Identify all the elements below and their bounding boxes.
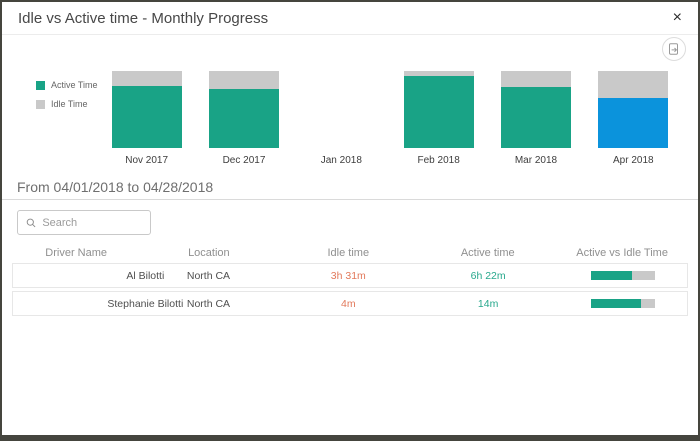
active-segment [500,87,571,148]
legend-item-active-time[interactable]: Active Time [36,80,98,90]
progress-fill [590,299,641,308]
progress-fill [590,271,632,280]
table-row[interactable]: Al Bilotti North CA 3h 31m 6h 22m [12,263,688,288]
month-label-feb-2018: Feb 2018 [417,155,460,166]
chart-slots: Nov 2017 Dec 2017 Jan 2018 Feb 2018 Mar 2018… [98,71,682,166]
dialog-title: Idle vs Active time - Monthly Progress [18,9,269,27]
bar-mar-2018[interactable] [500,71,571,148]
bar-nov-2017[interactable] [111,71,182,148]
section-divider [2,199,698,200]
column-header-idle-time[interactable]: Idle time [327,247,370,259]
active-segment [111,86,182,148]
close-button[interactable]: × [673,10,682,26]
idle-segment [500,71,571,88]
active-time-cell: 14m [477,297,499,310]
column-header-active-time[interactable]: Active time [460,247,515,259]
table-row[interactable]: Stephanie Bilotti North CA 4m 14m [12,291,688,316]
idle-segment [598,71,669,98]
chart-slot-jan-2018: Jan 2018 [293,71,390,166]
bar-apr-2018[interactable] [598,71,669,148]
driver-name-cell: Al Bilotti [126,269,165,282]
idle-segment [111,71,182,87]
month-label-apr-2018: Apr 2018 [613,155,654,166]
dialog-header: Idle vs Active time - Monthly Progress × [2,2,698,35]
period-heading: From 04/01/2018 to 04/28/2018 [17,179,214,195]
active-vs-idle-cell [559,299,687,308]
chart-slot-feb-2018: Feb 2018 [390,71,487,166]
drivers-table: Driver Name Location Idle time Active ti… [2,243,698,316]
active-time-cell: 6h 22m [470,269,506,282]
monthly-progress-chart: Active Time Idle Time Nov 2017 Dec 2017 Ja… [2,35,698,166]
month-label-mar-2018: Mar 2018 [514,155,558,166]
column-header-active-vs-idle[interactable]: Active vs Idle Time [576,247,668,259]
active-vs-idle-cell [559,271,687,280]
chart-legend: Active Time Idle Time [36,80,98,166]
legend-label: Active Time [51,80,98,90]
chart-slot-apr-2018: Apr 2018 [585,71,682,166]
active-vs-idle-progressbar [590,299,655,308]
close-icon: × [672,9,682,26]
table-header-row: Driver Name Location Idle time Active ti… [2,243,698,263]
active-segment [598,97,669,148]
idle-time-swatch-icon [36,99,45,109]
column-header-driver-name[interactable]: Driver Name [45,247,108,259]
month-label-nov-2017: Nov 2017 [125,155,169,166]
active-segment [403,75,474,148]
export-file-icon [669,43,678,55]
chart-slot-dec-2017: Dec 2017 [195,71,292,166]
bar-feb-2018[interactable] [403,71,474,148]
chart-slot-nov-2017: Nov 2017 [98,71,195,166]
month-label-jan-2018: Jan 2018 [320,155,362,166]
idle-segment [208,71,279,90]
location-cell: North CA [186,297,231,310]
chart-slot-mar-2018: Mar 2018 [487,71,584,166]
bar-dec-2017[interactable] [208,71,279,148]
legend-item-idle-time[interactable]: Idle Time [36,99,98,109]
search-box [17,210,151,235]
active-segment [208,89,279,148]
idle-segment [403,71,474,76]
search-icon [26,218,36,227]
column-header-location[interactable]: Location [188,247,230,259]
idle-time-cell: 3h 31m [330,269,366,282]
export-button[interactable] [662,37,686,61]
location-cell: North CA [186,269,231,282]
month-label-dec-2017: Dec 2017 [222,155,266,166]
legend-label: Idle Time [51,99,88,109]
active-vs-idle-progressbar [590,271,655,280]
active-time-swatch-icon [36,80,45,90]
driver-name-cell: Stephanie Bilotti [107,297,184,310]
idle-time-cell: 4m [341,297,356,310]
search-input[interactable] [42,216,142,229]
